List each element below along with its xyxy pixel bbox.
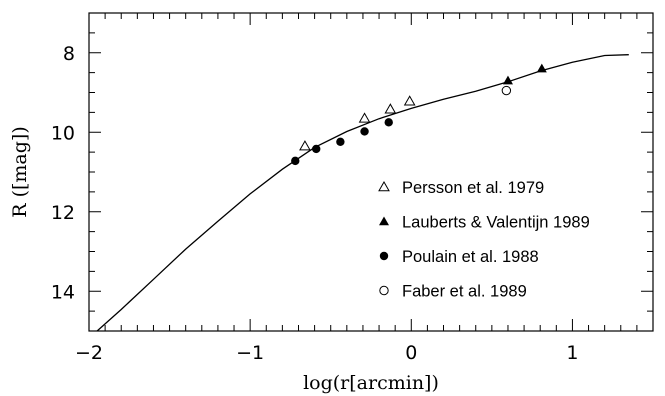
model-curve	[96, 54, 629, 331]
data-point-series-1	[536, 63, 547, 73]
data-point-series-1	[502, 75, 513, 85]
plot-frame	[88, 12, 654, 332]
data-point-series-2	[312, 144, 321, 154]
legend-label-1: Lauberts & Valentijn 1989	[402, 214, 590, 232]
legend-label-3: Faber et al. 1989	[402, 283, 527, 301]
y-tick-label: 10	[51, 122, 75, 144]
legend-marker-3	[379, 285, 389, 296]
data-point-series-3	[501, 85, 512, 96]
x-tick-label: 0	[405, 342, 417, 364]
y-tick-label: 12	[51, 202, 75, 224]
data-points	[291, 63, 547, 166]
legend-label-0: Persson et al. 1979	[402, 179, 544, 197]
legend-label-2: Poulain et al. 1988	[402, 248, 539, 266]
axis-ticks	[88, 12, 654, 332]
legend: Persson et al. 1979 Lauberts & Valentijn …	[378, 179, 590, 301]
data-point-series-2	[360, 127, 369, 136]
x-tick-label: 1	[566, 342, 578, 364]
axis-tick-labels: −2 −1 0 1 8 10 12 14	[51, 43, 579, 364]
data-point-series-2	[291, 156, 300, 166]
y-axis-label: R ([mag])	[9, 126, 31, 218]
x-axis-label: log(r[arcmin])	[303, 372, 439, 394]
data-point-series-2	[336, 137, 345, 146]
data-point-series-0	[358, 112, 371, 123]
legend-marker-0	[378, 180, 390, 192]
y-tick-label: 14	[51, 281, 75, 303]
data-point-series-0	[384, 103, 397, 114]
data-point-series-2	[384, 118, 393, 127]
legend-marker-1	[379, 216, 389, 226]
y-tick-label: 8	[63, 43, 75, 65]
data-point-series-0	[403, 95, 416, 106]
x-tick-label: −2	[75, 342, 103, 364]
data-point-series-0	[299, 140, 311, 151]
legend-marker-2	[379, 251, 389, 261]
x-tick-label: −1	[236, 342, 264, 364]
